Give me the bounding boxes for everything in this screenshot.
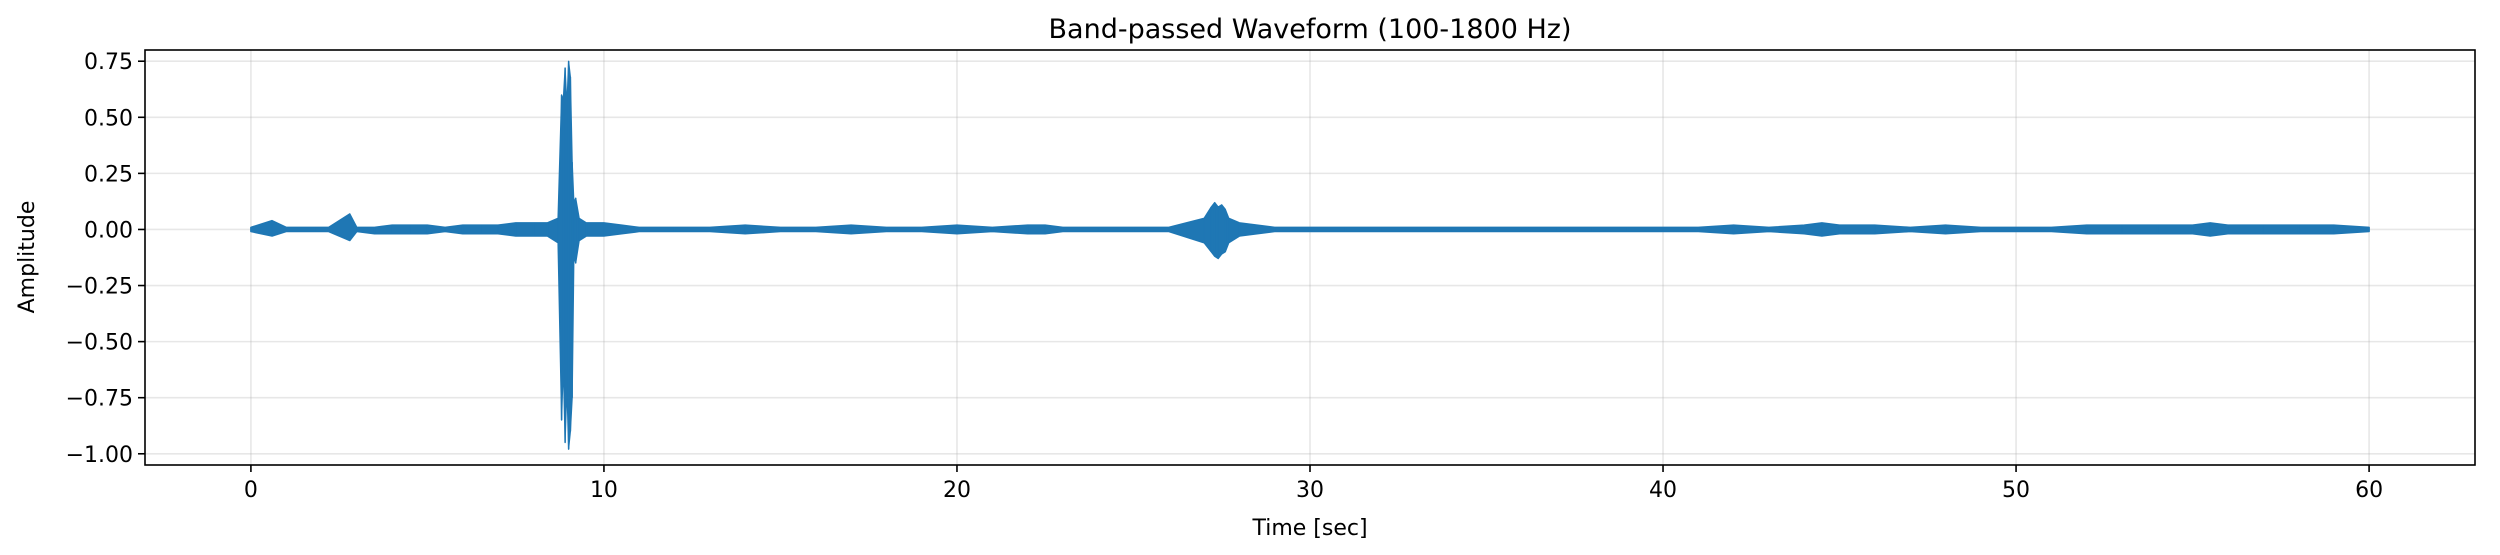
x-tick-label: 20 [943, 478, 971, 503]
x-axis-label: Time [sec] [1251, 516, 1367, 541]
waveform-series [250, 60, 2370, 450]
x-axis: 0 10 20 30 40 50 60 [244, 465, 2383, 503]
y-axis: 0.75 0.50 0.25 0.00 −0.25 −0.50 −0.75 −1.00 [66, 50, 145, 468]
x-tick-label: 10 [590, 478, 618, 503]
x-tick-label: 40 [1649, 478, 1677, 503]
y-tick-label: 0.75 [84, 50, 133, 75]
y-tick-label: 0.25 [84, 162, 133, 187]
x-tick-label: 0 [244, 478, 258, 503]
y-tick-label: −0.75 [66, 387, 133, 412]
y-tick-label: 0.50 [84, 106, 133, 131]
x-tick-label: 60 [2355, 478, 2383, 503]
y-axis-label: Amplitude [15, 201, 40, 314]
y-tick-label: −0.50 [66, 331, 133, 356]
x-tick-label: 50 [2002, 478, 2030, 503]
x-tick-label: 30 [1296, 478, 1324, 503]
chart-title: Band-passed Waveform (100-1800 Hz) [1049, 14, 1572, 45]
y-tick-label: −0.25 [66, 275, 133, 300]
y-tick-label: 0.00 [84, 218, 133, 243]
y-tick-label: −1.00 [66, 443, 133, 468]
